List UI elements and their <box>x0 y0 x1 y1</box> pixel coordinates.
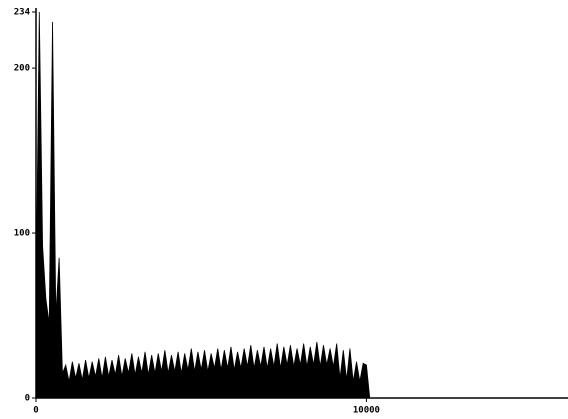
x-tick-label: 0 <box>33 406 38 416</box>
y-tick-label: 0 <box>25 394 30 404</box>
y-tick-label: 200 <box>14 64 30 74</box>
area <box>35 11 568 399</box>
y-tick-label: 234 <box>14 8 31 18</box>
y-tick-label: 100 <box>14 229 30 239</box>
x-tick-label: 10000 <box>353 406 380 416</box>
